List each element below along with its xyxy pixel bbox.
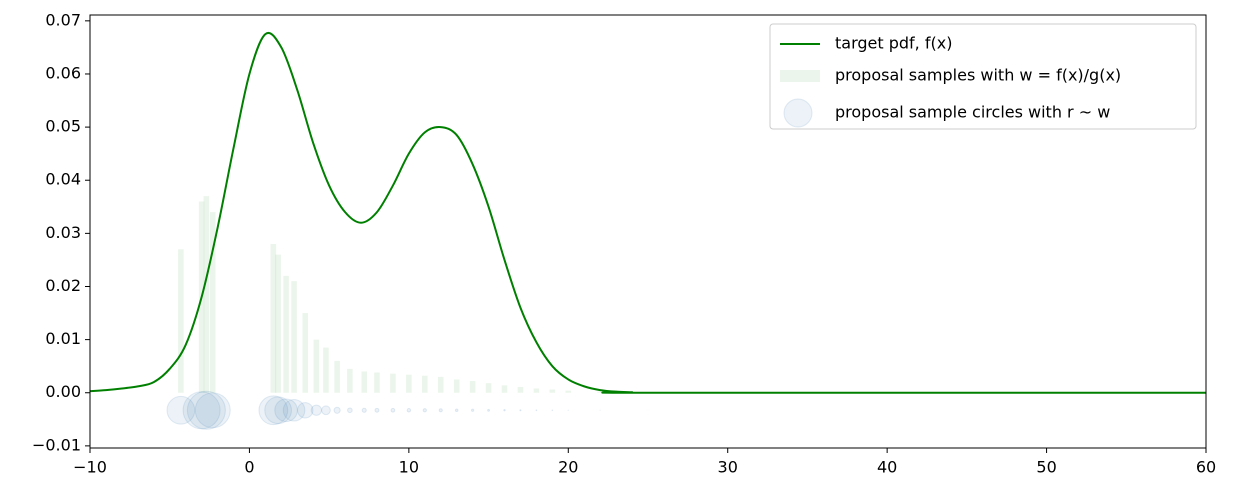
sample-circle <box>406 408 412 413</box>
sample-circle <box>535 409 538 412</box>
bar <box>361 371 368 393</box>
bar <box>291 281 297 393</box>
bar <box>390 373 396 393</box>
bar <box>209 212 216 393</box>
sample-circle <box>264 396 292 425</box>
sample-circle <box>503 409 506 412</box>
sample-circle <box>297 402 314 419</box>
sample-circle <box>321 405 331 416</box>
legend: target pdf, f(x) proposal samples with w … <box>769 23 1197 130</box>
sample-circle <box>282 398 306 422</box>
bar <box>485 383 492 393</box>
y-tick-label: 0.05 <box>45 117 81 136</box>
bar <box>313 339 320 393</box>
x-tick-label: 60 <box>1196 458 1216 477</box>
sample-circle <box>347 407 353 414</box>
plot-area <box>90 32 1206 430</box>
bar <box>275 254 281 393</box>
sample-circle <box>551 409 554 412</box>
sample-circle <box>333 406 341 414</box>
y-tick-label: 0.06 <box>45 63 81 82</box>
axes-frame <box>89 14 1207 449</box>
x-tick-label: 30 <box>718 458 738 477</box>
sample-circle <box>361 407 367 413</box>
bar <box>203 196 210 393</box>
bar <box>597 391 603 393</box>
legend-label: proposal samples with w = f(x)/g(x) <box>835 66 1121 85</box>
y-tick-label: 0.00 <box>45 382 81 401</box>
sample-circle <box>487 408 490 412</box>
y-tick-label: 0.04 <box>45 170 81 189</box>
bar <box>374 372 380 393</box>
legend-label: target pdf, f(x) <box>835 34 952 53</box>
legend-circle <box>783 98 813 128</box>
bar <box>437 376 444 393</box>
legend-box <box>769 23 1197 130</box>
legend-label: proposal sample circles with r ~ w <box>835 103 1110 122</box>
bar <box>347 368 353 393</box>
bar <box>178 249 184 393</box>
sample-circle <box>258 395 289 426</box>
x-tick-label: 0 <box>244 458 254 477</box>
bar <box>270 243 277 393</box>
sample-circle <box>422 408 427 413</box>
bar <box>549 389 556 393</box>
bar <box>453 379 460 393</box>
sample-circle <box>519 409 522 412</box>
sample-circle <box>310 404 323 416</box>
y-tick-label: 0.01 <box>45 329 81 348</box>
x-tick-label: 40 <box>877 458 897 477</box>
bar <box>501 385 508 393</box>
sample-circle <box>166 395 196 425</box>
sample-circle <box>438 408 443 413</box>
sample-circle <box>182 391 221 430</box>
bar <box>565 390 572 393</box>
x-tick-label: 10 <box>399 458 419 477</box>
legend-bar <box>780 70 820 82</box>
pdf-line <box>90 32 1206 394</box>
sample-circle <box>454 408 459 413</box>
sample-circle <box>194 392 231 429</box>
bar <box>283 275 289 393</box>
bar <box>469 381 476 393</box>
sample-circle <box>470 408 475 412</box>
y-tick-label: −0.01 <box>32 435 81 454</box>
x-tick-label: −10 <box>73 458 107 477</box>
y-tick-label: 0.02 <box>45 276 81 295</box>
sample-circle <box>390 407 396 413</box>
sample-circle <box>274 398 298 423</box>
bar <box>422 375 428 393</box>
bar <box>517 386 524 393</box>
y-tick-label: 0.03 <box>45 223 81 242</box>
x-tick-label: 20 <box>558 458 578 477</box>
bar <box>302 313 309 393</box>
bar <box>533 388 540 393</box>
bar <box>406 374 412 393</box>
bar <box>323 347 329 393</box>
y-tick-label: 0.07 <box>45 10 81 29</box>
sample-circle <box>374 407 380 413</box>
bar <box>334 360 340 393</box>
sample-circle <box>186 390 226 430</box>
x-tick-label: 50 <box>1036 458 1056 477</box>
